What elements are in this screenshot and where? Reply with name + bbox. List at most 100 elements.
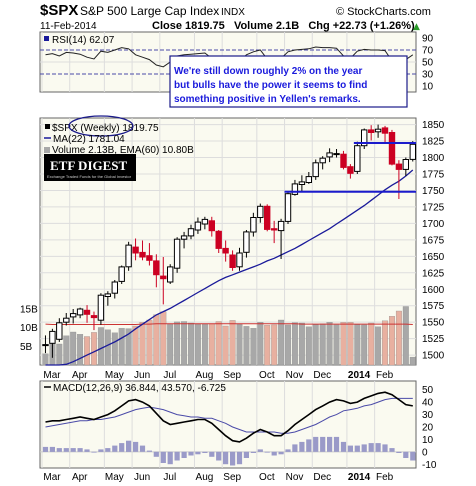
macd-signal-line [45,397,413,434]
volume-bar [153,314,160,366]
macd-histogram-bar [70,448,76,452]
macd-label: MACD(12,26,9) 36.844, 43.570, -6.725 [53,383,226,394]
ma22-line [45,169,414,366]
candle-up [305,176,313,184]
header-name: S&P 500 Large Cap Index [80,4,219,18]
candle-down [222,247,229,254]
month-label: Aug [196,370,214,381]
volume-bar [243,326,250,366]
month-label: Sep [223,472,241,483]
volume-bar [42,353,49,366]
price-tick-label: 1625 [422,268,445,279]
month-label: Nov [286,472,304,483]
volume-bar [201,323,208,366]
macd-histogram-bar [223,451,229,465]
macd-histogram-bar [230,451,236,466]
macd-histogram-bar [340,441,347,452]
price-tick-label: 1775 [422,169,445,180]
macd-histogram-bar [160,451,166,463]
price-tick-label: 1725 [422,202,445,213]
volume-bar [354,324,361,366]
macd-histogram-bar [153,451,159,457]
volume-bar [132,325,139,366]
month-label: Jun [134,472,150,483]
annotation-line-1: We're still down roughly 2% on the year [174,66,362,77]
price-tick-label: 1750 [422,186,445,197]
macd-histogram-bar [257,449,263,452]
quote-up-arrow: ▲ [413,22,420,32]
macd-tick-label: 30 [422,410,434,421]
header-site: © StockCharts.com [336,6,431,18]
rsi-marker [44,36,49,41]
candle-down [271,228,278,231]
candle-up [56,322,63,340]
macd-tick-label: 0 [422,447,428,458]
candle-down [388,132,396,165]
month-label: Mar [43,370,61,381]
candle-up [173,238,181,269]
price-tick-label: 1850 [422,120,445,131]
candle-up [49,330,56,344]
volume-bar [229,320,236,366]
volume-bar [63,335,70,366]
candle-up [63,317,70,323]
macd-histogram-bar [410,451,416,461]
candle-up [250,217,257,233]
price-tick-label: 1550 [422,318,445,329]
candle-up [326,152,333,158]
price-legend: $SPX (Weekly) 1819.75 [52,123,159,134]
candle-up [180,235,188,240]
volume-bar [70,331,77,366]
volume-bar [368,322,375,366]
macd-histogram-bar [292,444,298,452]
macd-histogram-bar [202,451,208,453]
volume-bar [402,306,409,366]
macd-histogram-bar [188,451,194,456]
macd-histogram-bar [306,439,312,452]
candle-up [104,293,111,297]
candle-up [76,308,84,316]
macd-histogram-bar [313,436,319,452]
macd-histogram-bar [49,446,55,452]
macd-histogram-bar [133,441,139,452]
price-tick-label: 1800 [422,153,445,164]
candle-up [291,183,299,195]
candle-up [277,220,285,232]
volume-bar [305,326,312,366]
macd-tick-label: 10 [422,435,434,446]
volume-bar [125,328,132,366]
macd-histogram-bar [236,451,243,465]
annotation-line-3: something positive in Yellen's remarks. [174,94,361,105]
candle-up [243,231,250,253]
candle-down [208,220,216,232]
macd-tick-label: 50 [422,385,434,396]
candle-up [194,221,202,231]
volume-bar [326,322,333,366]
macd-tick-label: 20 [422,422,434,433]
volume-bar [146,319,153,366]
month-label: 2014 [348,472,371,483]
volume-bar [312,324,319,366]
volume-bar [395,310,402,366]
candle-up [312,162,319,178]
macd-histogram-bar [299,441,305,452]
candle-down [229,254,236,268]
macd-histogram-bar [91,451,97,453]
weekly-highlight-circle [68,115,134,137]
price-tick-label: 1500 [422,351,445,362]
volume-bar [257,322,264,366]
candle-down [215,230,222,249]
candle-down [264,205,271,230]
macd-histogram-bar [181,451,187,458]
volume-bar [347,322,354,366]
candle-up [298,181,306,185]
logo-tagline: Exchange Traded Funds for the Global Inv… [47,174,132,179]
volume-bar [298,322,305,366]
macd-histogram-bar [174,451,180,461]
volume-bar [104,329,111,366]
macd-histogram-bar [139,445,146,452]
macd-histogram-bar [98,449,104,452]
volume-bar [167,323,174,366]
candle-down [83,309,91,315]
candle-up [42,344,49,347]
